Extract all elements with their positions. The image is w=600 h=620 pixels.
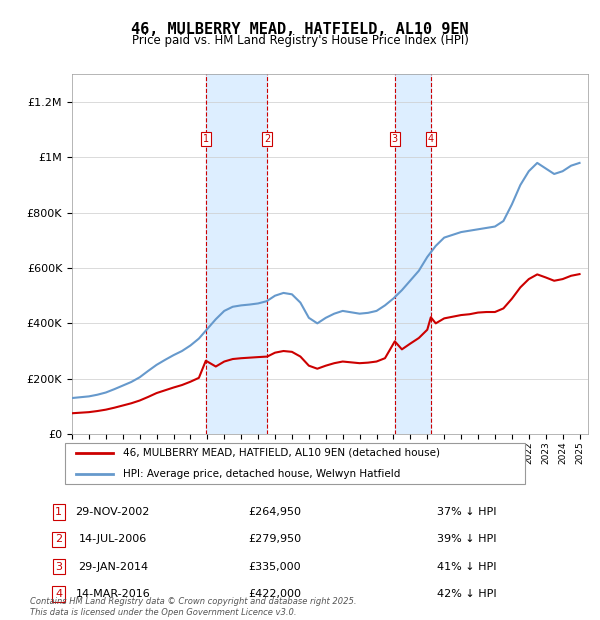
Text: 1: 1 [203,134,209,144]
Text: 2: 2 [55,534,62,544]
Text: 2: 2 [264,134,271,144]
Bar [206,74,267,434]
Text: 29-NOV-2002: 29-NOV-2002 [76,507,150,517]
Text: 29-JAN-2014: 29-JAN-2014 [78,562,148,572]
Text: 46, MULBERRY MEAD, HATFIELD, AL10 9EN: 46, MULBERRY MEAD, HATFIELD, AL10 9EN [131,22,469,37]
Text: 37% ↓ HPI: 37% ↓ HPI [437,507,496,517]
Text: 3: 3 [55,562,62,572]
Text: 14-JUL-2006: 14-JUL-2006 [79,534,147,544]
Text: £264,950: £264,950 [248,507,301,517]
Text: 41% ↓ HPI: 41% ↓ HPI [437,562,496,572]
Text: 1: 1 [55,507,62,517]
Text: 14-MAR-2016: 14-MAR-2016 [76,589,150,599]
Text: £335,000: £335,000 [248,562,301,572]
Text: 3: 3 [392,134,398,144]
Text: 46, MULBERRY MEAD, HATFIELD, AL10 9EN (detached house): 46, MULBERRY MEAD, HATFIELD, AL10 9EN (d… [124,448,440,458]
Bar [395,74,431,434]
Text: 4: 4 [55,589,62,599]
Text: HPI: Average price, detached house, Welwyn Hatfield: HPI: Average price, detached house, Welw… [124,469,401,479]
Text: 42% ↓ HPI: 42% ↓ HPI [437,589,496,599]
Text: Price paid vs. HM Land Registry's House Price Index (HPI): Price paid vs. HM Land Registry's House … [131,34,469,47]
Text: £422,000: £422,000 [248,589,301,599]
Text: Contains HM Land Registry data © Crown copyright and database right 2025.
This d: Contains HM Land Registry data © Crown c… [30,598,356,617]
Text: 39% ↓ HPI: 39% ↓ HPI [437,534,496,544]
Text: 4: 4 [428,134,434,144]
Text: £279,950: £279,950 [248,534,301,544]
FancyBboxPatch shape [65,443,524,484]
